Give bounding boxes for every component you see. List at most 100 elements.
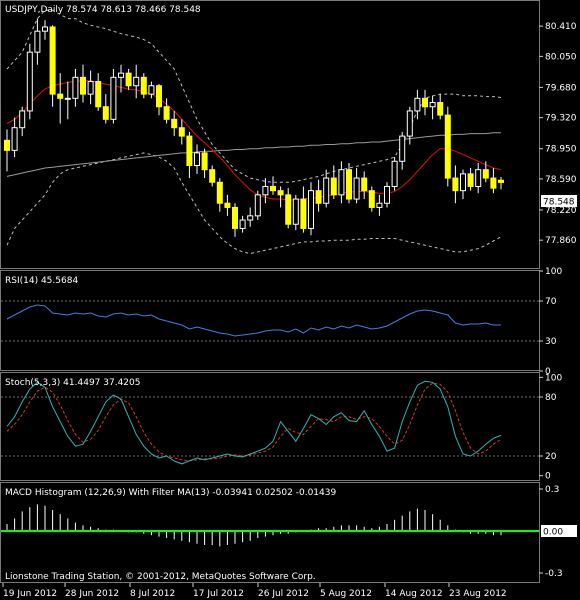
candle bbox=[399, 131, 406, 170]
rsi-tick-label: 70 bbox=[545, 297, 557, 307]
candle bbox=[292, 194, 299, 231]
candle bbox=[300, 186, 307, 233]
candle-body bbox=[95, 81, 102, 108]
candle bbox=[19, 106, 26, 137]
candle-body bbox=[49, 26, 56, 95]
candle-body bbox=[57, 93, 64, 99]
macd-tick-label: 0.3 bbox=[545, 485, 559, 495]
candle-body bbox=[102, 106, 109, 120]
candle-body bbox=[460, 173, 466, 192]
candle bbox=[224, 194, 231, 216]
price-tick-label: 78.220 bbox=[545, 206, 577, 216]
price-panel-frame bbox=[0, 0, 540, 269]
stoch-tick-label: 20 bbox=[545, 452, 557, 462]
candle-body bbox=[368, 190, 375, 208]
price-tick-label: 79.680 bbox=[545, 83, 577, 93]
candle-body bbox=[110, 76, 117, 120]
candle bbox=[308, 182, 314, 236]
date-tick-label: 14 Aug 2012 bbox=[385, 589, 443, 599]
date-tick-label: 5 Aug 2012 bbox=[320, 589, 372, 599]
candle-body bbox=[467, 173, 474, 187]
candle-body bbox=[346, 169, 352, 200]
candle-body bbox=[186, 135, 193, 166]
candle bbox=[452, 165, 459, 204]
candle bbox=[384, 182, 390, 208]
candle-body bbox=[270, 185, 276, 192]
candle bbox=[163, 98, 170, 124]
stoch-tick-label: 80 bbox=[545, 393, 557, 403]
price-tick-label: 80.050 bbox=[545, 52, 577, 62]
candle-body bbox=[452, 177, 459, 192]
candle bbox=[80, 64, 86, 103]
candle bbox=[391, 157, 398, 191]
candle-body bbox=[422, 97, 428, 108]
candle-body bbox=[391, 160, 398, 187]
candle bbox=[239, 215, 246, 233]
candle bbox=[338, 161, 345, 204]
date-tick-label: 23 Aug 2012 bbox=[449, 589, 507, 599]
candle-body bbox=[171, 118, 178, 129]
date-tick-label: 26 Jul 2012 bbox=[258, 589, 309, 599]
stoch-main-line bbox=[6, 380, 502, 465]
candle bbox=[49, 25, 56, 107]
candle bbox=[247, 207, 254, 227]
candle bbox=[277, 186, 284, 208]
candle-body bbox=[414, 97, 421, 112]
bollinger-upper-line bbox=[6, 9, 502, 183]
candle bbox=[232, 203, 238, 237]
candle bbox=[26, 43, 33, 120]
candle-body bbox=[376, 202, 383, 208]
date-tick-label: 17 Jul 2012 bbox=[193, 589, 244, 599]
candle bbox=[270, 176, 276, 195]
candle bbox=[315, 179, 322, 212]
candle-body bbox=[224, 202, 231, 208]
candle bbox=[406, 106, 413, 145]
rsi-tick-label: 0 bbox=[545, 367, 551, 377]
candle bbox=[42, 20, 48, 40]
candle bbox=[437, 94, 444, 120]
candle bbox=[376, 194, 383, 216]
candle bbox=[95, 73, 102, 111]
bollinger-lower-line bbox=[6, 152, 502, 255]
candle bbox=[118, 64, 124, 93]
candle bbox=[57, 73, 64, 124]
candle bbox=[490, 167, 497, 194]
candle bbox=[87, 70, 94, 105]
candle bbox=[11, 117, 18, 158]
candle-body bbox=[444, 114, 451, 179]
stoch-signal-line bbox=[6, 382, 502, 462]
candle bbox=[133, 64, 140, 99]
stoch-tick-label: 0 bbox=[545, 472, 551, 482]
candle bbox=[368, 186, 375, 212]
candle bbox=[346, 162, 352, 204]
candle-body bbox=[42, 26, 48, 32]
candle-body bbox=[34, 30, 41, 53]
date-tick-label: 8 Jul 2012 bbox=[130, 589, 175, 599]
rsi-tick-label: 30 bbox=[545, 337, 557, 347]
candlesticks bbox=[4, 18, 504, 237]
candle-body bbox=[338, 169, 345, 196]
candle-body bbox=[300, 198, 307, 229]
candle bbox=[72, 68, 79, 107]
price-tick-label: 79.320 bbox=[545, 114, 577, 124]
bollinger-bands bbox=[6, 9, 502, 255]
candle bbox=[353, 167, 360, 204]
candle-body bbox=[118, 72, 124, 78]
candle-body bbox=[4, 139, 10, 151]
candle bbox=[34, 18, 41, 65]
candle bbox=[186, 131, 193, 179]
candle bbox=[262, 178, 269, 204]
candle-body bbox=[163, 106, 170, 120]
candle-body bbox=[308, 190, 314, 229]
candle bbox=[498, 176, 504, 190]
price-tick-label: 80.410 bbox=[545, 22, 577, 32]
candle-body bbox=[384, 185, 390, 204]
candle bbox=[110, 68, 117, 124]
date-tick-label: 19 Jun 2012 bbox=[3, 589, 57, 599]
candle bbox=[444, 106, 451, 187]
candle-body bbox=[247, 215, 254, 221]
price-tick-label: 78.950 bbox=[545, 145, 577, 155]
candle bbox=[64, 81, 71, 120]
candle-body bbox=[399, 135, 406, 162]
